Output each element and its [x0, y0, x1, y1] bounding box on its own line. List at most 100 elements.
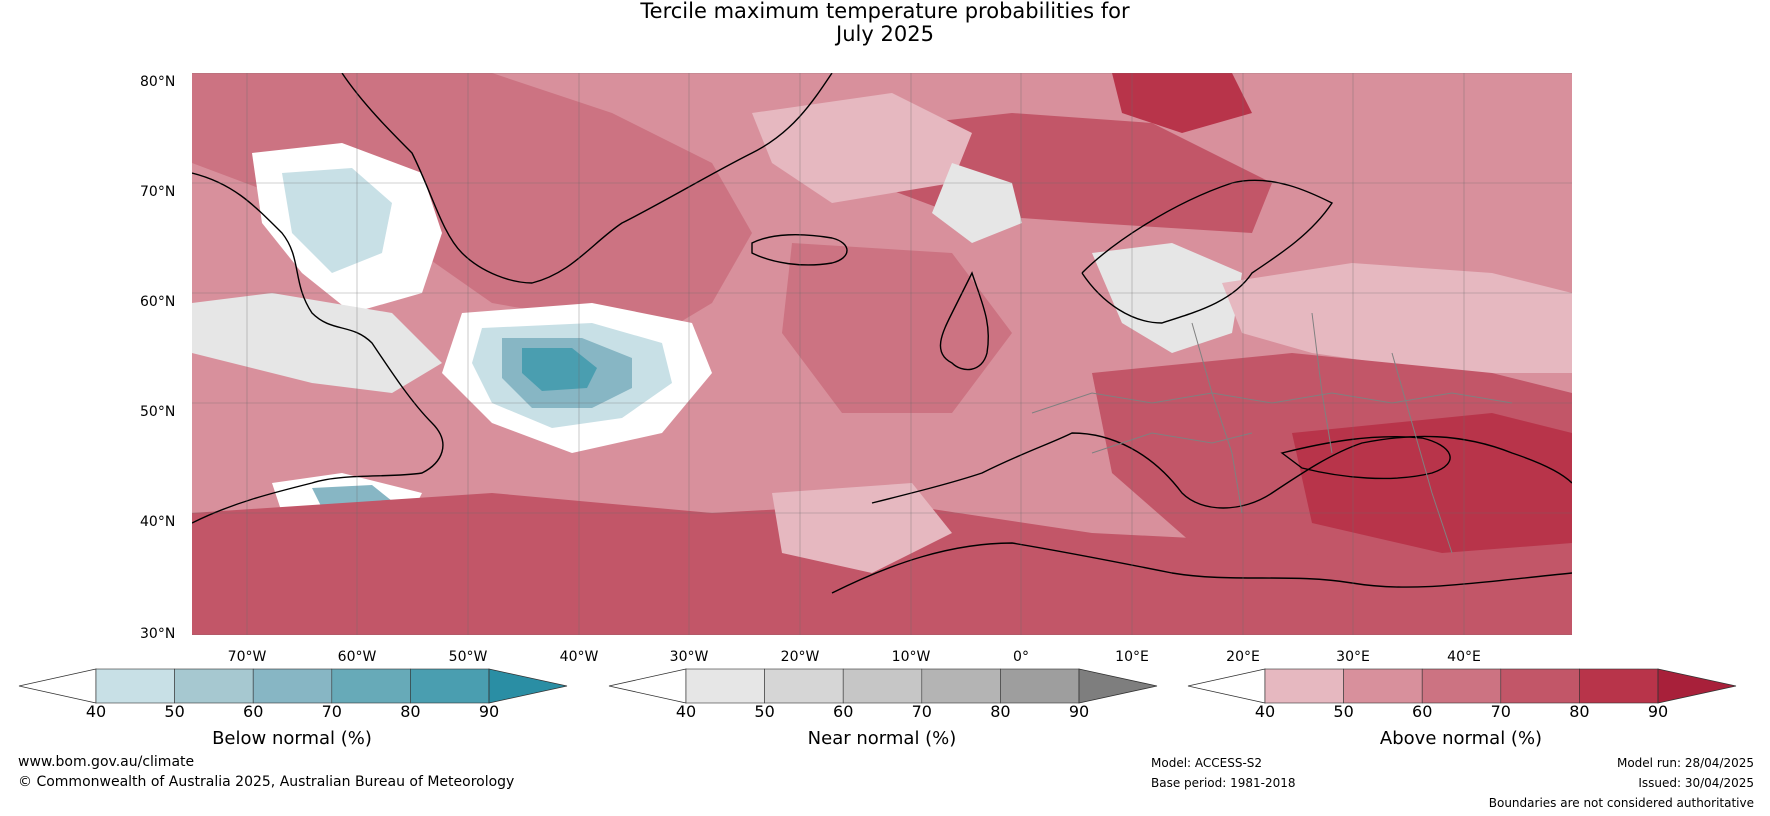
border-line-5 — [1391, 352, 1453, 554]
lat-label-80n: 80°N — [140, 74, 176, 90]
graticule — [192, 73, 1572, 635]
colorbar-segment — [1421, 668, 1502, 704]
colorbar-title-above: Above normal (%) — [1379, 728, 1543, 749]
patch-scandinavia — [1092, 243, 1242, 353]
colorbar-segment — [1500, 668, 1580, 704]
colorbar-segment — [1579, 668, 1659, 704]
colorbar-tick-label: 90 — [478, 702, 500, 721]
patch-mid-atlantic — [782, 243, 1012, 413]
colorbar-segment — [252, 668, 333, 704]
lat-label-40n: 40°N — [140, 514, 176, 530]
lon-label-20w: 20°W — [780, 649, 820, 665]
title-line-2: July 2025 — [836, 22, 934, 46]
patch-below-normal-3 — [522, 348, 597, 391]
colorbar-extend-low — [608, 668, 687, 704]
coast-north-america — [192, 172, 444, 524]
coast-black-sea — [1280, 435, 1451, 480]
colorbar-tick-label: 60 — [1412, 702, 1433, 721]
colorbar-segment — [1000, 668, 1080, 704]
footer-model-run: Model run: 28/04/2025 — [1616, 756, 1754, 770]
coast-british-isles — [939, 271, 990, 371]
map-svg — [192, 73, 1572, 635]
colorbar-title-below: Below normal (%) — [212, 728, 372, 749]
colorbar-title-near: Near normal (%) — [807, 728, 957, 749]
colorbar-segment — [1343, 668, 1423, 704]
colorbar-segment — [410, 668, 490, 704]
colorbar-tick-label: 70 — [911, 702, 932, 721]
colorbar-segment — [95, 668, 175, 704]
colorbar-tick-label: 50 — [164, 702, 185, 721]
footer-issued: Issued: 30/04/2025 — [1638, 776, 1754, 790]
colorbar-extend-low — [18, 668, 97, 704]
lat-label-30n: 30°N — [140, 626, 176, 642]
colorbar-extend-high — [488, 668, 568, 704]
patch-denmark-strait — [752, 93, 972, 203]
colorbar-extend-high — [1078, 668, 1158, 704]
patch-baffin-blue — [282, 168, 392, 273]
colorbar-tick-label: 60 — [833, 702, 854, 721]
colorbar-segment — [764, 668, 844, 704]
coast-greenland — [341, 73, 833, 284]
colorbar-segment — [685, 668, 765, 704]
title-line-1: Tercile maximum temperature probabilitie… — [640, 0, 1130, 23]
patch-black-sea-warm — [1292, 413, 1572, 553]
colorbar-tick-label: 60 — [243, 702, 264, 721]
patch-russia-light — [1222, 263, 1572, 373]
lon-label-50w: 50°W — [448, 649, 488, 665]
colorbar-below-normal — [18, 668, 568, 704]
patch-azores — [772, 483, 952, 573]
colorbar-tick-label: 80 — [400, 702, 421, 721]
footer-copyright: © Commonwealth of Australia 2025, Austra… — [18, 774, 515, 790]
footer-disclaimer: Boundaries are not considered authoritat… — [1488, 796, 1754, 810]
border-line-2 — [1091, 432, 1253, 454]
border-line-4 — [1311, 312, 1333, 454]
colorbar-tick-label: 80 — [1569, 702, 1590, 721]
coast-iceland — [751, 234, 848, 266]
footer-model: Model: ACCESS-S2 — [1151, 756, 1263, 770]
colorbar-tick-label: 90 — [1647, 702, 1669, 721]
patch-greenland-sea — [192, 73, 752, 333]
lon-label-70w: 70°W — [227, 649, 267, 665]
map-title: Tercile maximum temperature probabilitie… — [0, 0, 1770, 46]
colorbar-segment — [842, 668, 923, 704]
colorbar-tick-label: 70 — [1490, 702, 1511, 721]
coast-scandinavia — [1081, 179, 1334, 324]
colorbar-extend-high — [1657, 668, 1737, 704]
colorbar-tick-label: 40 — [675, 702, 697, 721]
lon-label-30w: 30°W — [669, 649, 709, 665]
coastlines — [192, 73, 1572, 594]
patch-labrador-near — [192, 293, 442, 393]
colorbar-segment — [174, 668, 254, 704]
colorbar-above-normal — [1187, 668, 1737, 704]
lat-label-50n: 50°N — [140, 404, 176, 420]
colorbar-tick-label: 80 — [990, 702, 1011, 721]
footer-base-period: Base period: 1981-2018 — [1151, 776, 1296, 790]
patch-svalbard — [1112, 73, 1252, 133]
colorbar-tick-label: 90 — [1068, 702, 1090, 721]
colorbar-tick-label: 50 — [1333, 702, 1354, 721]
lon-label-20e: 20°E — [1226, 649, 1260, 665]
lat-label-60n: 60°N — [140, 294, 176, 310]
colorbar-tick-label: 40 — [1254, 702, 1276, 721]
footer-website: www.bom.gov.au/climate — [18, 754, 195, 770]
lon-label-60w: 60°W — [337, 649, 377, 665]
colorbar-tick-label: 40 — [85, 702, 107, 721]
lon-label-30e: 30°E — [1336, 649, 1370, 665]
colorbar-segment — [331, 668, 411, 704]
colorbar-tick-label: 50 — [754, 702, 775, 721]
probability-map — [192, 73, 1572, 635]
lat-label-70n: 70°N — [140, 184, 176, 200]
lon-label-10w: 10°W — [891, 649, 931, 665]
colorbar-segment — [1264, 668, 1344, 704]
colorbar-tick-label: 70 — [321, 702, 342, 721]
lon-label-10e: 10°E — [1115, 649, 1149, 665]
lon-label-40w: 40°W — [559, 649, 599, 665]
colorbar-near-normal — [608, 668, 1158, 704]
colorbar-extend-low — [1187, 668, 1266, 704]
lon-label-40e: 40°E — [1447, 649, 1481, 665]
coast-mediterranean-north — [871, 432, 1572, 509]
colorbar-segment — [921, 668, 1001, 704]
border-line-3 — [1191, 322, 1243, 514]
lon-label-0: 0° — [1013, 649, 1029, 665]
coast-north-africa — [831, 542, 1572, 594]
